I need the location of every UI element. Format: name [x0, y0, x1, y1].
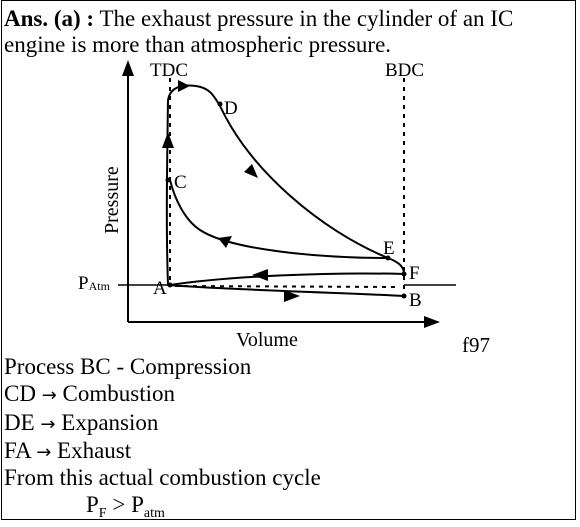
process-fa-line: FA → Exhaust: [4, 438, 131, 466]
process-cd-name: CD: [4, 381, 36, 406]
curve-bc: [165, 99, 405, 297]
point-d-label: D: [224, 98, 238, 119]
point-d-dot: [217, 101, 223, 107]
pf-symbol: P: [86, 492, 99, 517]
y-axis-arrowhead: [122, 60, 134, 76]
x-axis-label: Volume: [236, 329, 298, 351]
answer-label: Ans. (a) :: [4, 6, 95, 31]
intro-line-1: Ans. (a) : The exhaust pressure in the c…: [4, 6, 513, 32]
intro-text-1: The exhaust pressure in the cylinder of …: [99, 6, 514, 31]
curve-de: [219, 105, 389, 259]
process-de-line: DE → Expansion: [4, 410, 158, 438]
point-f-label: F: [409, 263, 420, 284]
curve-expansion-tail: [169, 179, 389, 259]
point-b-label: B: [409, 290, 422, 311]
tdc-label: TDC: [150, 60, 188, 81]
point-b-dot: [401, 293, 407, 299]
point-a-label: A: [153, 278, 167, 299]
intro-text-2: engine is more than atmospheric pressure…: [4, 32, 392, 57]
arrow-fa: [252, 269, 268, 281]
point-c-dot: [165, 177, 171, 183]
process-cd-line: CD → Combustion: [4, 381, 175, 409]
point-f-dot: [401, 271, 407, 277]
process-cd-meaning: Combustion: [62, 381, 176, 406]
pressure-inequality: PF > Patm: [86, 492, 165, 527]
process-fa-name: FA: [4, 438, 31, 463]
arrow-cd: [178, 80, 190, 92]
arrow-compression-up: [162, 132, 174, 148]
atm-dashed-line: [174, 285, 399, 288]
answer-frame: [1, 0, 576, 520]
arrow-bc: [284, 290, 300, 302]
process-fa-meaning: Exhaust: [57, 438, 132, 463]
pf-subscript: F: [98, 506, 107, 521]
point-e-dot: [385, 255, 391, 261]
curve-cd: [167, 84, 221, 107]
patm-subscript: atm: [143, 506, 165, 521]
patm-symbol: P: [131, 492, 144, 517]
arrow-de: [244, 164, 258, 178]
right-arrow-icon: →: [40, 414, 56, 435]
arrow-tail: [218, 236, 232, 248]
y-axis-label: Pressure: [101, 166, 123, 234]
bdc-label: BDC: [385, 60, 424, 81]
process-bc-text: Process BC - Compression: [4, 354, 252, 379]
intro-line-2: engine is more than atmospheric pressure…: [4, 32, 391, 58]
curve-fa: [169, 272, 405, 286]
conclusion-line: From this actual combustion cycle: [4, 465, 321, 491]
x-axis-arrowhead: [424, 316, 440, 328]
process-bc-line: Process BC - Compression: [4, 354, 251, 380]
atm-label: PAtm: [78, 273, 111, 294]
point-a-dot: [167, 282, 173, 288]
curve-ef: [387, 257, 405, 275]
conclusion-text: From this actual combustion cycle: [4, 465, 321, 490]
process-de-meaning: Expansion: [61, 410, 159, 435]
point-e-label: E: [383, 238, 395, 259]
figure-id: f97: [462, 333, 490, 357]
right-arrow-icon: →: [36, 442, 52, 463]
greater-than-symbol: >: [112, 492, 126, 517]
right-arrow-icon: →: [41, 385, 57, 406]
point-c-label: C: [174, 172, 187, 193]
process-de-name: DE: [4, 410, 35, 435]
